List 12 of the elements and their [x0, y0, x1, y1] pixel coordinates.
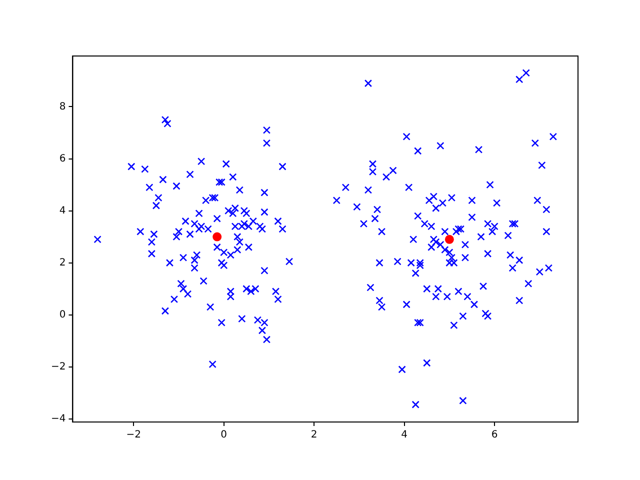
- x-tick-label: 0: [220, 430, 228, 441]
- x-tick-label: 4: [401, 430, 408, 441]
- y-tick-label: −2: [50, 361, 66, 372]
- y-tick-label: 4: [59, 205, 66, 216]
- x-tick-label: −2: [126, 430, 142, 441]
- x-tick-label: 6: [491, 430, 498, 441]
- y-tick-label: −4: [50, 413, 66, 424]
- x-tick-label: 2: [310, 430, 318, 441]
- y-tick-label: 2: [59, 257, 66, 268]
- y-tick-label: 6: [59, 153, 66, 164]
- y-tick-label: 0: [59, 309, 66, 320]
- y-tick-label: 8: [59, 101, 66, 112]
